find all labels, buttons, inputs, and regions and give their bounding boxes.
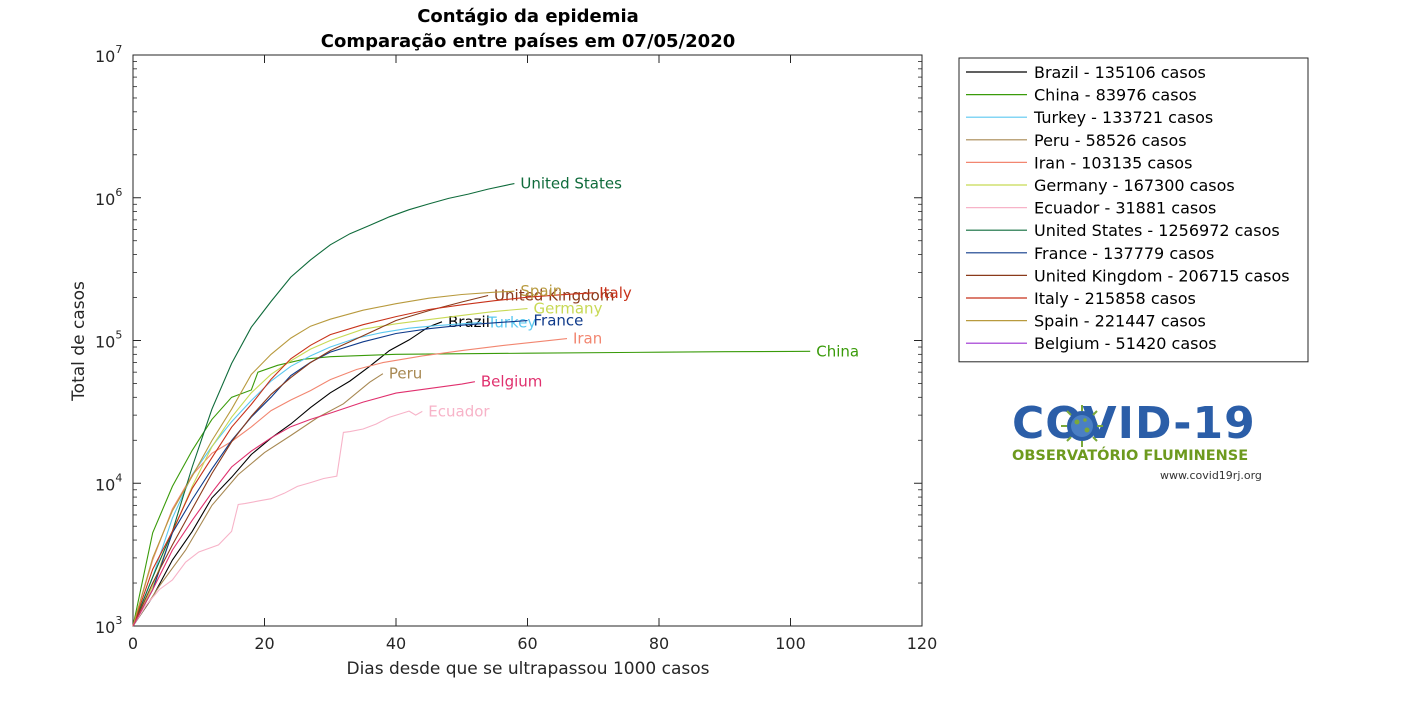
series-line xyxy=(132,183,515,627)
x-tick-label: 80 xyxy=(649,634,669,653)
series-line xyxy=(132,338,568,627)
x-tick-label: 0 xyxy=(128,634,138,653)
series-line xyxy=(132,292,594,627)
legend-entry: Belgium - 51420 casos xyxy=(1034,334,1217,353)
virus-icon xyxy=(1061,405,1103,447)
series-end-label: Spain xyxy=(520,282,562,300)
series-line xyxy=(132,290,515,627)
legend-entry: United Kingdom - 206715 casos xyxy=(1034,266,1290,285)
legend-box xyxy=(958,57,1309,363)
series-line xyxy=(132,294,489,627)
series-end-label: France xyxy=(534,312,584,330)
series-line xyxy=(132,381,475,627)
series-end-label: Italy xyxy=(599,284,632,302)
series-end-label: Brazil xyxy=(448,313,490,331)
x-axis-label: Dias desde que se ultrapassou 1000 casos xyxy=(346,659,709,679)
y-axis-label: Total de casos xyxy=(69,281,89,402)
legend-entry: Peru - 58526 casos xyxy=(1034,131,1187,150)
x-tick-label: 20 xyxy=(254,634,274,653)
x-tick-label: 60 xyxy=(517,634,537,653)
legend: Brazil - 135106 casos China - 83976 casos… xyxy=(958,57,1309,363)
logo-subtitle: OBSERVATÓRIO FLUMINENSE xyxy=(1012,448,1249,464)
series-line xyxy=(132,410,423,627)
y-tick-label: 107 xyxy=(95,43,122,66)
y-tick-label: 103 xyxy=(95,614,122,637)
legend-entry: United States - 1256972 casos xyxy=(1034,221,1280,240)
chart-subtitle: Comparação entre países em 07/05/2020 xyxy=(321,31,736,52)
series-end-label: Belgium xyxy=(481,373,543,391)
covid19-logo: COVID-19 OBSERVATÓRIO FLUMINENSE www.cov… xyxy=(1008,398,1288,488)
series-line xyxy=(132,321,443,627)
series-line xyxy=(132,373,384,627)
legend-entry: Iran - 103135 casos xyxy=(1034,153,1192,172)
legend-entry: Brazil - 135106 casos xyxy=(1034,63,1206,82)
series-line xyxy=(132,350,811,627)
legend-entry: China - 83976 casos xyxy=(1034,86,1197,105)
legend-entry: Spain - 221447 casos xyxy=(1034,312,1206,331)
x-tick-label: 100 xyxy=(775,634,806,653)
y-tick-label: 106 xyxy=(95,186,122,209)
x-tick-label: 120 xyxy=(907,634,938,653)
legend-entry: Italy - 215858 casos xyxy=(1034,289,1196,308)
legend-entry: Turkey - 133721 casos xyxy=(1033,108,1213,127)
logo-url: www.covid19rj.org xyxy=(1160,469,1262,482)
series-end-label: United States xyxy=(520,175,622,193)
series-end-label: Iran xyxy=(573,330,602,348)
x-tick-label: 40 xyxy=(386,634,406,653)
y-tick-label: 105 xyxy=(95,329,122,352)
logo-main-text: COVID-19 xyxy=(1012,398,1256,449)
series-end-label: Peru xyxy=(389,365,422,383)
y-tick-label: 104 xyxy=(95,471,122,494)
series-line xyxy=(132,321,482,627)
axes-box xyxy=(132,54,923,627)
plot-area: 0 20 40 60 80 100 120 103 104 105 106 107 Brazil Chin… xyxy=(95,43,937,653)
series-end-label: China xyxy=(816,342,859,360)
legend-entry: Ecuador - 31881 casos xyxy=(1034,199,1216,218)
legend-entry: Germany - 167300 casos xyxy=(1034,176,1235,195)
series-end-label: Turkey xyxy=(486,313,536,331)
legend-entry: France - 137779 casos xyxy=(1034,244,1214,263)
series-end-label: Ecuador xyxy=(428,402,490,420)
series-end-label: Germany xyxy=(534,300,603,318)
chart-title: Contágio da epidemia xyxy=(417,6,639,27)
series-line xyxy=(132,320,528,627)
